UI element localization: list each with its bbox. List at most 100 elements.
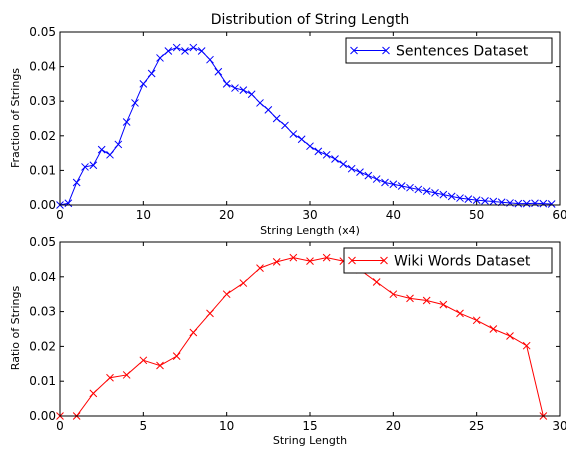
data-point	[272, 257, 281, 266]
marker-stroke	[539, 199, 548, 208]
marker-stroke	[164, 47, 173, 55]
data-point	[64, 199, 73, 208]
data-point	[439, 300, 448, 309]
marker-stroke	[522, 199, 531, 208]
x-tick-label: 10	[219, 419, 234, 433]
marker-stroke	[456, 309, 464, 318]
x-tick-label: 0	[56, 419, 64, 433]
data-point	[372, 278, 381, 286]
marker-stroke	[131, 99, 139, 107]
y-tick-label: 0.03	[29, 94, 56, 108]
marker-stroke	[289, 130, 298, 138]
data-point	[114, 140, 123, 149]
data-point	[514, 199, 523, 208]
data-point	[289, 130, 298, 138]
marker-stroke	[81, 163, 89, 171]
marker-stroke	[406, 183, 414, 192]
marker-stroke	[347, 164, 356, 173]
y-tick-label: 0.05	[29, 235, 56, 249]
marker-stroke	[489, 197, 498, 206]
marker-stroke	[481, 196, 489, 205]
data-point	[97, 145, 106, 154]
data-point	[489, 325, 498, 333]
data-point	[297, 135, 306, 144]
data-point	[206, 55, 214, 64]
data-point	[414, 185, 423, 194]
marker-stroke	[297, 135, 306, 144]
data-point	[456, 309, 464, 318]
x-axis-label: String Length (x4)	[260, 224, 360, 237]
y-tick-label: 0.04	[29, 270, 56, 284]
marker-stroke	[414, 185, 423, 194]
data-point	[356, 168, 364, 176]
marker-stroke	[172, 352, 181, 360]
data-point	[506, 332, 514, 340]
marker-stroke	[122, 371, 131, 379]
x-tick-label: 60	[552, 208, 566, 222]
data-point	[164, 47, 173, 55]
marker-stroke	[381, 178, 389, 187]
sentences-plot: Distribution of String Length String Len…	[9, 12, 566, 237]
data-point	[222, 290, 231, 299]
marker-stroke	[272, 257, 281, 266]
marker-stroke	[531, 199, 539, 208]
marker-stroke	[431, 189, 439, 197]
x-tick-label: 20	[386, 419, 401, 433]
marker-stroke	[222, 290, 231, 299]
data-point	[306, 257, 314, 265]
data-point	[131, 99, 139, 107]
y-tick-label: 0.01	[29, 374, 56, 388]
data-point	[306, 142, 314, 151]
data-point	[472, 196, 481, 205]
chart-title: Distribution of String Length	[211, 12, 410, 28]
marker-stroke	[289, 253, 298, 262]
data-point	[239, 279, 248, 287]
marker-stroke	[422, 187, 431, 196]
data-point	[322, 253, 331, 262]
marker-stroke	[206, 309, 214, 318]
series-line	[59, 47, 552, 206]
data-point	[139, 80, 148, 88]
y-tick-label: 0.00	[29, 198, 56, 212]
marker-stroke	[472, 196, 481, 205]
data-point	[122, 118, 131, 126]
data-point	[547, 200, 556, 208]
marker-stroke	[514, 199, 523, 208]
marker-stroke	[197, 47, 206, 55]
marker-stroke	[89, 389, 98, 398]
marker-stroke	[372, 175, 381, 183]
data-point	[522, 199, 531, 208]
legend-marker	[350, 46, 358, 55]
data-point	[389, 180, 398, 189]
data-point	[397, 182, 406, 190]
marker-stroke	[97, 145, 106, 154]
data-point	[256, 264, 264, 272]
data-point	[406, 294, 414, 303]
data-point	[406, 183, 414, 192]
marker-stroke	[439, 190, 448, 199]
data-point	[122, 371, 131, 379]
axis-ticks: 0 10 20 30 40 50 60 0.00 0.01 0.02 0.03 0.04 0.05	[29, 25, 566, 222]
marker-stroke	[89, 161, 98, 170]
marker-stroke	[322, 253, 331, 262]
data-point	[147, 69, 156, 78]
marker-stroke	[382, 46, 390, 55]
data-point	[197, 47, 206, 55]
y-axis-label: Fraction of Strings	[9, 68, 22, 168]
data-point	[156, 361, 164, 370]
x-tick-label: 20	[219, 208, 234, 222]
marker-stroke	[364, 171, 373, 180]
marker-stroke	[506, 332, 514, 340]
data-point	[106, 373, 114, 382]
data-point	[181, 47, 189, 55]
data-point	[172, 43, 181, 52]
marker-stroke	[422, 296, 431, 305]
x-tick-label: 0	[56, 208, 64, 222]
marker-stroke	[389, 290, 398, 299]
x-tick-label: 30	[302, 208, 317, 222]
y-tick-label: 0.04	[29, 60, 56, 74]
data-point	[314, 147, 323, 156]
marker-stroke	[389, 180, 398, 189]
data-point	[81, 163, 89, 171]
